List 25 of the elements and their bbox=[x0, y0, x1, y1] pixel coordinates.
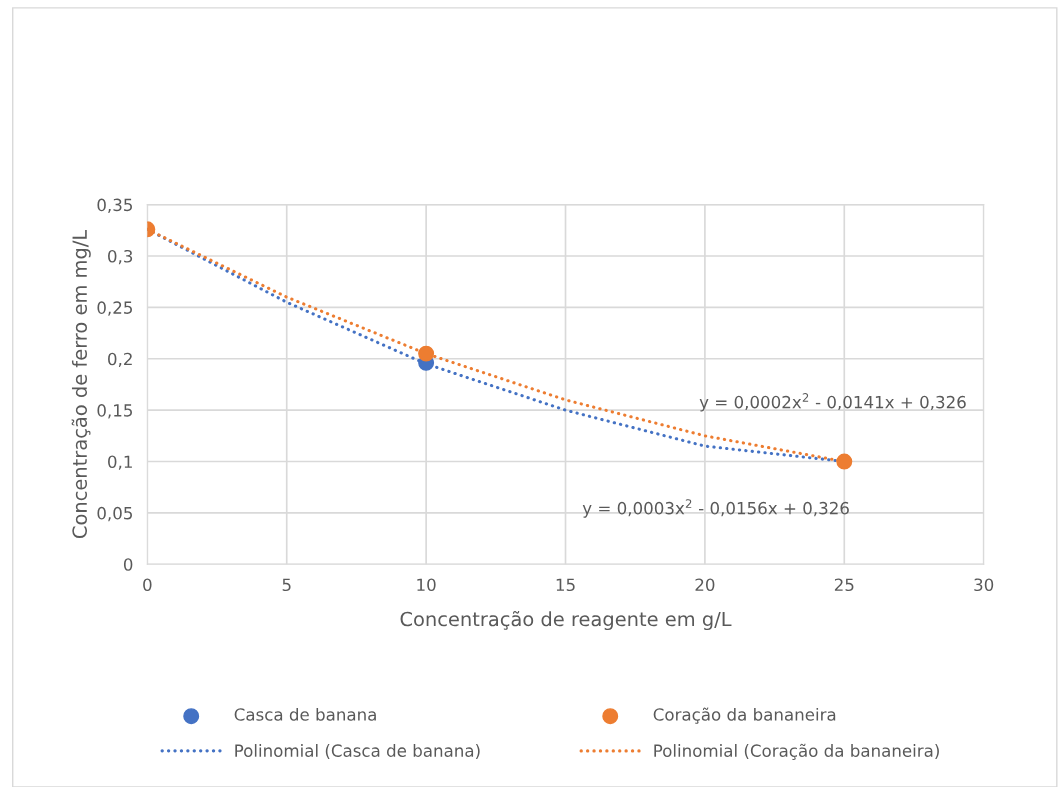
point bbox=[836, 453, 853, 470]
y-axis-title: Concentração de ferro em mg/L bbox=[71, 229, 91, 539]
x-tick-label: 25 bbox=[834, 578, 854, 592]
y-tick-label: 0,35 bbox=[97, 198, 132, 213]
point bbox=[418, 345, 435, 362]
y-tick-label: 0,3 bbox=[108, 249, 133, 265]
annotation: y = 0,0002x$^{2}$ - 0,0141x + 0,326 bbox=[699, 393, 966, 412]
x-tick-label: 0 bbox=[143, 578, 152, 592]
x-axis-title: Concentração de reagente em g/L bbox=[400, 610, 732, 631]
y-tick-label: 0,15 bbox=[97, 404, 132, 419]
x-tick-label: 15 bbox=[556, 578, 575, 592]
x-tick-label: 10 bbox=[417, 578, 436, 592]
y-tick-label: 0 bbox=[123, 558, 133, 571]
y-tick-label: 0,25 bbox=[97, 301, 132, 316]
x-tick-label: 5 bbox=[282, 578, 291, 592]
y-tick-label: 0,05 bbox=[97, 506, 132, 522]
legend-label: Polinomial (Coração da bananeira) bbox=[654, 743, 939, 760]
legend-label: Coração da bananeira bbox=[653, 707, 836, 724]
legend-label: Polinomial (Casca de banana) bbox=[235, 744, 480, 759]
legend-label: Casca de banana bbox=[234, 707, 376, 721]
y-tick-label: 0,2 bbox=[108, 352, 132, 368]
x-tick-label: 30 bbox=[974, 578, 994, 592]
y-tick-label: 0,1 bbox=[108, 455, 132, 470]
annotation: y = 0,0003x$^{2}$ - 0,0156x + 0,326 bbox=[582, 499, 849, 518]
x-tick-label: 20 bbox=[695, 578, 715, 592]
